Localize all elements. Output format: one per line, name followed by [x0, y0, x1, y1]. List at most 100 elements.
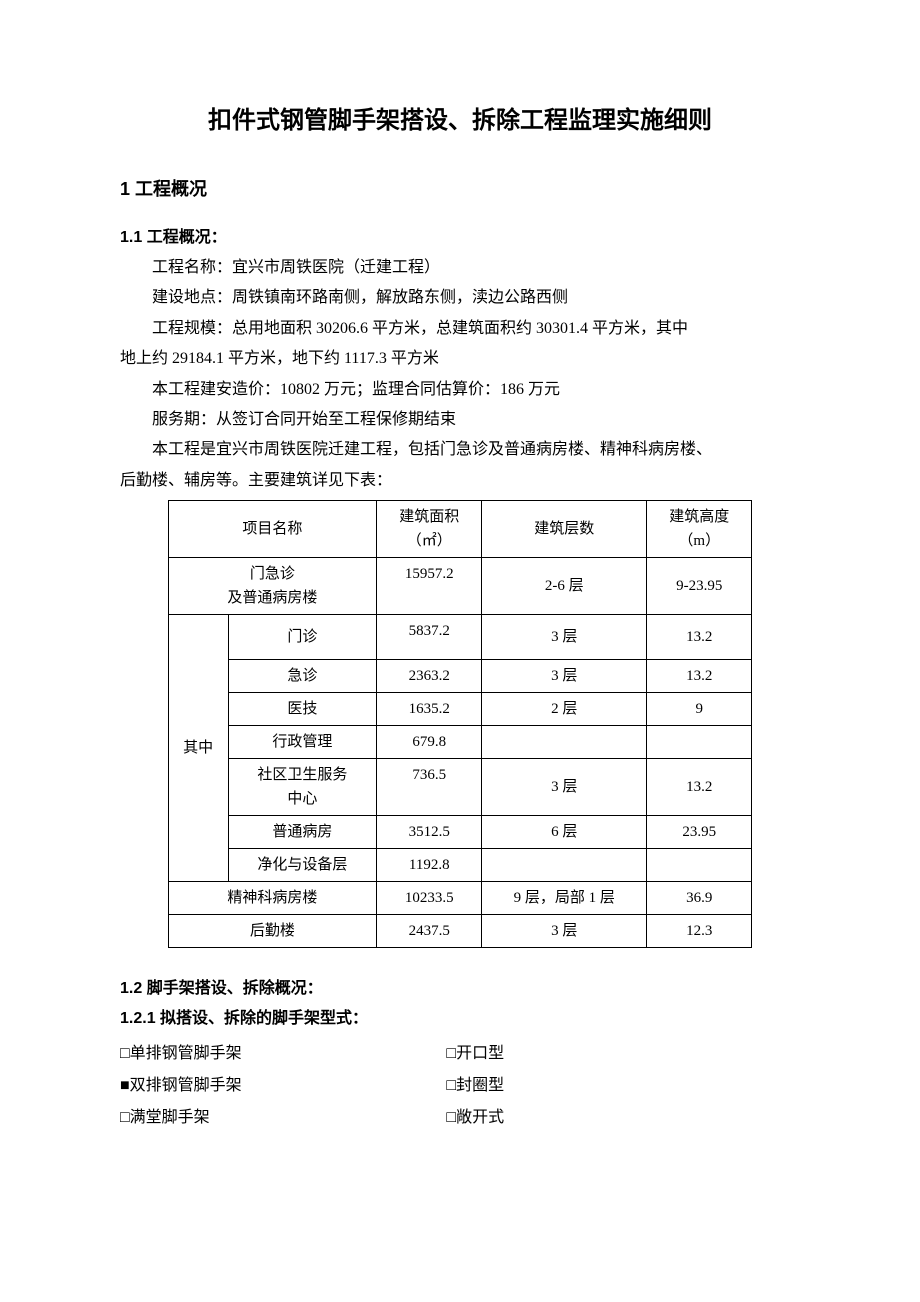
th-floors: 建筑层数 [482, 501, 647, 558]
subrow-floors: 6 层 [482, 816, 647, 849]
option-label: 单排钢管脚手架 [130, 1045, 242, 1062]
row-logistics-area: 2437.5 [377, 915, 482, 948]
option-right: □封圈型 [446, 1070, 800, 1102]
th-height-l2: （m） [678, 533, 720, 549]
th-area-l1: 建筑面积 [399, 509, 459, 525]
checkbox-icon-checked: ■ [120, 1070, 130, 1102]
row-outpatient-floors: 2-6 层 [482, 558, 647, 615]
th-name: 项目名称 [168, 501, 377, 558]
section-1-2-1-heading: 1.2.1 拟搭设、拆除的脚手架型式： [120, 1004, 800, 1028]
checkbox-icon: □ [446, 1038, 456, 1070]
checkbox-icon: □ [446, 1102, 456, 1134]
th-area: 建筑面积 （㎡） [377, 501, 482, 558]
subrow-name: 门诊 [228, 615, 377, 660]
table-row: 急诊 2363.2 3 层 13.2 [168, 660, 752, 693]
scaffold-type-options: □单排钢管脚手架 □开口型 ■双排钢管脚手架 □封圈型 □满堂脚手架 □敞开式 [120, 1038, 800, 1134]
option-label: 开口型 [456, 1045, 504, 1062]
row-logistics-name: 后勤楼 [168, 915, 377, 948]
subset-label: 其中 [168, 615, 228, 882]
row-logistics-height: 12.3 [647, 915, 752, 948]
subrow-name: 净化与设备层 [228, 849, 377, 882]
option-right: □敞开式 [446, 1102, 800, 1134]
subrow-height [647, 726, 752, 759]
subrow-area: 2363.2 [377, 660, 482, 693]
checkbox-icon: □ [446, 1070, 456, 1102]
row-outpatient-area: 15957.2 [377, 558, 482, 615]
option-row: ■双排钢管脚手架 □封圈型 [120, 1070, 800, 1102]
subrow-height: 13.2 [647, 759, 752, 816]
project-scale-2: 地上约 29184.1 平方米，地下约 1117.3 平方米 [120, 344, 800, 374]
row-psych-height: 36.9 [647, 882, 752, 915]
row-psych-floors: 9 层，局部 1 层 [482, 882, 647, 915]
subrow-name-l2: 中心 [287, 791, 317, 807]
subrow-area: 5837.2 [377, 615, 482, 660]
table-header-row: 项目名称 建筑面积 （㎡） 建筑层数 建筑高度 （m） [168, 501, 752, 558]
project-cost: 本工程建安造价：10802 万元；监理合同估算价：186 万元 [120, 375, 800, 405]
option-row: □满堂脚手架 □敞开式 [120, 1102, 800, 1134]
subrow-name: 医技 [228, 693, 377, 726]
table-row: 行政管理 679.8 [168, 726, 752, 759]
table-row: 后勤楼 2437.5 3 层 12.3 [168, 915, 752, 948]
table-row: 精神科病房楼 10233.5 9 层，局部 1 层 36.9 [168, 882, 752, 915]
project-scale-1: 工程规模：总用地面积 30206.6 平方米，总建筑面积约 30301.4 平方… [120, 314, 800, 344]
row-outpatient-name-l2: 及普通病房楼 [227, 590, 317, 606]
row-psych-area: 10233.5 [377, 882, 482, 915]
table-row: 净化与设备层 1192.8 [168, 849, 752, 882]
subrow-floors [482, 849, 647, 882]
subrow-floors: 3 层 [482, 759, 647, 816]
section-1-2-heading: 1.2 脚手架搭设、拆除概况： [120, 974, 800, 998]
subrow-name: 普通病房 [228, 816, 377, 849]
subrow-height: 23.95 [647, 816, 752, 849]
option-label: 封圈型 [456, 1077, 504, 1094]
table-row: 普通病房 3512.5 6 层 23.95 [168, 816, 752, 849]
option-row: □单排钢管脚手架 □开口型 [120, 1038, 800, 1070]
subrow-floors [482, 726, 647, 759]
project-name: 工程名称：宜兴市周铁医院（迁建工程） [120, 253, 800, 283]
row-outpatient-name-l1: 门急诊 [250, 566, 295, 582]
option-right: □开口型 [446, 1038, 800, 1070]
document-title: 扣件式钢管脚手架搭设、拆除工程监理实施细则 [120, 100, 800, 135]
subrow-area: 3512.5 [377, 816, 482, 849]
subrow-name: 行政管理 [228, 726, 377, 759]
option-label: 双排钢管脚手架 [130, 1077, 242, 1094]
row-psych-name: 精神科病房楼 [168, 882, 377, 915]
building-table: 项目名称 建筑面积 （㎡） 建筑层数 建筑高度 （m） 门急诊 及普通病房楼 1… [168, 500, 753, 948]
th-area-l2: （㎡） [407, 533, 452, 549]
subrow-floors: 3 层 [482, 615, 647, 660]
checkbox-icon: □ [120, 1038, 130, 1070]
option-label: 满堂脚手架 [130, 1109, 210, 1126]
table-row: 门急诊 及普通病房楼 15957.2 2-6 层 9-23.95 [168, 558, 752, 615]
row-outpatient-height: 9-23.95 [647, 558, 752, 615]
option-label: 敞开式 [456, 1109, 504, 1126]
subrow-area: 1192.8 [377, 849, 482, 882]
th-height-l1: 建筑高度 [669, 509, 729, 525]
row-outpatient-name: 门急诊 及普通病房楼 [168, 558, 377, 615]
project-service: 服务期：从签订合同开始至工程保修期结束 [120, 405, 800, 435]
th-height: 建筑高度 （m） [647, 501, 752, 558]
section-1-1-heading: 1.1 工程概况： [120, 223, 800, 247]
subrow-height: 13.2 [647, 660, 752, 693]
project-desc-2: 后勤楼、辅房等。主要建筑详见下表： [120, 466, 800, 496]
subrow-name-l1: 社区卫生服务 [257, 767, 347, 783]
project-desc-1: 本工程是宜兴市周铁医院迁建工程，包括门急诊及普通病房楼、精神科病房楼、 [120, 435, 800, 465]
subrow-height: 13.2 [647, 615, 752, 660]
subrow-area: 679.8 [377, 726, 482, 759]
option-left: □单排钢管脚手架 [120, 1038, 446, 1070]
subrow-height [647, 849, 752, 882]
subrow-floors: 2 层 [482, 693, 647, 726]
subrow-area: 1635.2 [377, 693, 482, 726]
section-1-heading: 1 工程概况 [120, 175, 800, 201]
table-row: 社区卫生服务 中心 736.5 3 层 13.2 [168, 759, 752, 816]
table-row: 医技 1635.2 2 层 9 [168, 693, 752, 726]
subrow-floors: 3 层 [482, 660, 647, 693]
row-logistics-floors: 3 层 [482, 915, 647, 948]
option-left: ■双排钢管脚手架 [120, 1070, 446, 1102]
subrow-name: 社区卫生服务 中心 [228, 759, 377, 816]
subrow-height: 9 [647, 693, 752, 726]
checkbox-icon: □ [120, 1102, 130, 1134]
subrow-name: 急诊 [228, 660, 377, 693]
document-page: 扣件式钢管脚手架搭设、拆除工程监理实施细则 1 工程概况 1.1 工程概况： 工… [0, 0, 920, 1302]
project-location: 建设地点：周铁镇南环路南侧，解放路东侧，渎边公路西侧 [120, 283, 800, 313]
subrow-area: 736.5 [377, 759, 482, 816]
table-row: 其中 门诊 5837.2 3 层 13.2 [168, 615, 752, 660]
